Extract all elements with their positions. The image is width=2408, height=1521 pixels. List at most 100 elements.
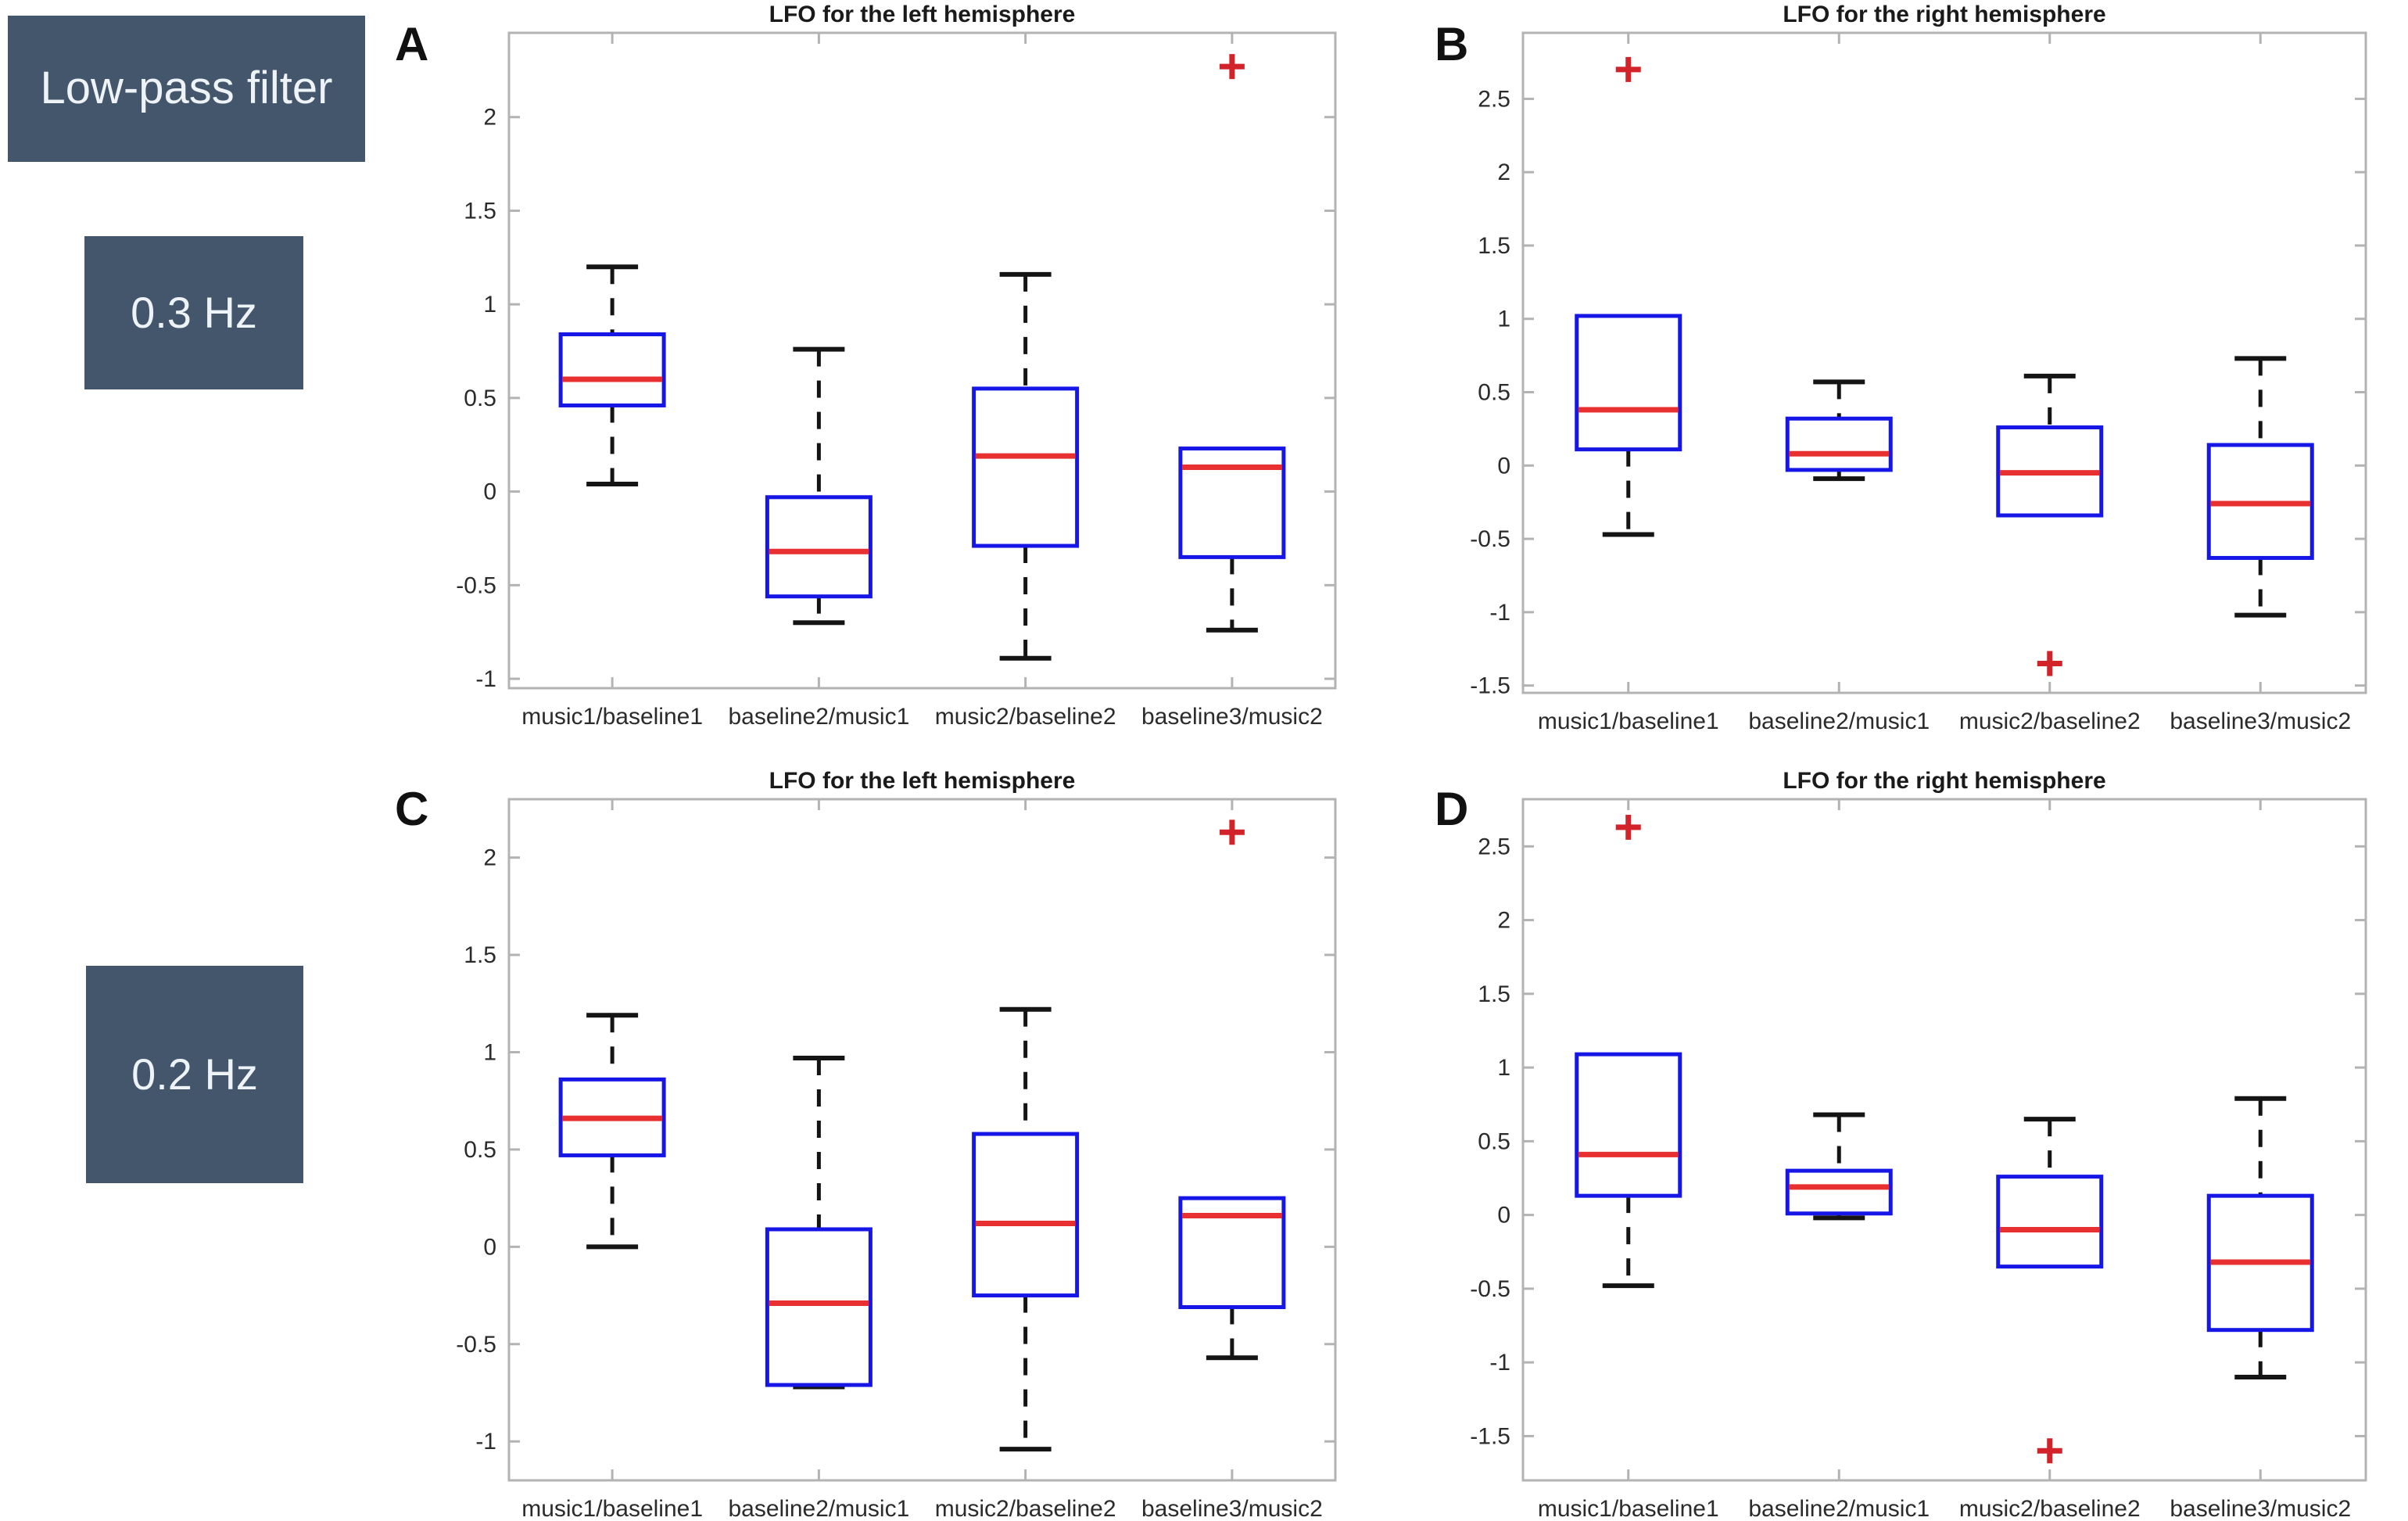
x-category-label: baseline2/music1 <box>728 1496 909 1521</box>
outlier-plus-icon <box>2037 1438 2062 1464</box>
y-tick-label: 0.5 <box>464 1137 496 1163</box>
box-baseline2-music1 <box>1785 379 1893 482</box>
panel-c-plot-box <box>507 798 1337 1482</box>
box-music1-baseline1 <box>1575 814 1682 1289</box>
panel-d-plot-box <box>1521 798 2367 1482</box>
panel-d-boxplot: 2.5 2 1.5 1 0.5 0 -0.5 -1 -1.5 music1/baseline1 ba… <box>1470 798 2367 1521</box>
y-tick-label: 0.5 <box>464 386 496 411</box>
y-tick-label: 1 <box>483 1040 496 1066</box>
iqr-box <box>972 1132 1080 1298</box>
panel-a-boxplot: 2 1.5 1 0.5 0 -0.5 -1 music1/baseline1 baseline2… <box>456 31 1337 730</box>
box-music1-baseline1 <box>1575 56 1682 537</box>
y-tick-label: -0.5 <box>1470 526 1510 552</box>
iqr-box <box>765 495 873 599</box>
box-music1-baseline1 <box>558 1013 666 1250</box>
y-tick-label: -0.5 <box>456 572 496 598</box>
box-baseline2-music1 <box>765 346 873 626</box>
panel-c-title: LFO for the left hemisphere <box>769 768 1076 794</box>
y-tick-label: 1.5 <box>464 198 496 224</box>
iqr-box <box>1785 1168 1893 1216</box>
panel-c-letter: C <box>395 783 429 835</box>
y-tick-label: -1 <box>475 1429 496 1455</box>
iqr-box <box>1996 1175 2104 1269</box>
outlier-plus-icon <box>2037 651 2062 676</box>
box-music1-baseline1 <box>558 264 666 487</box>
box-baseline3-music2 <box>2206 1096 2314 1380</box>
iqr-box <box>1178 1196 1286 1310</box>
y-tick-label: 2.5 <box>1478 86 1510 112</box>
outlier-plus-icon <box>1615 814 1641 840</box>
x-category-label: music2/baseline2 <box>1959 1496 2141 1521</box>
filter-0-3hz-label: 0.3 Hz <box>131 287 257 337</box>
panel-d-letter: D <box>1435 783 1469 835</box>
panel-b-plot-box <box>1521 31 2367 694</box>
filter-0-2hz-label: 0.2 Hz <box>131 1049 258 1099</box>
y-tick-label: 1.5 <box>464 942 496 968</box>
y-tick-label: 0 <box>1497 1203 1510 1229</box>
y-tick-label: -1 <box>1489 1350 1510 1376</box>
panel-d-title: LFO for the right hemisphere <box>1783 768 2106 794</box>
box-baseline3-music2 <box>1178 820 1286 1361</box>
box-music2-baseline2 <box>1996 1117 2104 1464</box>
y-tick-label: 1 <box>1497 1055 1510 1081</box>
box-music2-baseline2 <box>972 1006 1080 1452</box>
x-category-label: music1/baseline1 <box>1538 1496 1719 1521</box>
y-tick-label: 2 <box>483 105 496 131</box>
iqr-box <box>1575 314 1682 452</box>
iqr-box <box>1785 416 1893 472</box>
iqr-box <box>558 332 666 407</box>
iqr-box <box>2206 1193 2314 1333</box>
iqr-box <box>558 1077 666 1157</box>
y-tick-label: 2 <box>1497 160 1510 185</box>
filter-0-2hz-box: 0.2 Hz <box>86 966 303 1183</box>
y-tick-label: 0 <box>483 479 496 505</box>
box-baseline3-music2 <box>1178 54 1286 633</box>
box-baseline2-music1 <box>765 1055 873 1390</box>
outlier-plus-icon <box>1219 820 1245 845</box>
iqr-box <box>2206 443 2314 560</box>
y-tick-label: -1.5 <box>1470 1423 1510 1449</box>
y-tick-label: 0.5 <box>1478 1128 1510 1154</box>
panel-b-title: LFO for the right hemisphere <box>1783 2 2106 27</box>
box-music2-baseline2 <box>1996 373 2104 676</box>
iqr-box <box>1178 447 1286 559</box>
y-tick-label: -0.5 <box>456 1332 496 1358</box>
x-category-label: music1/baseline1 <box>521 704 703 730</box>
x-category-label: baseline2/music1 <box>728 704 909 730</box>
panel-b-boxplot: 2.5 2 1.5 1 0.5 0 -0.5 -1 -1.5 music1/baseline1 ba… <box>1470 31 2367 734</box>
lowpass-filter-header-box: Low-pass filter <box>8 16 365 162</box>
outlier-plus-icon <box>1615 56 1641 82</box>
y-tick-label: 0 <box>483 1234 496 1260</box>
panel-a-title: LFO for the left hemisphere <box>769 2 1076 27</box>
y-tick-label: -1 <box>475 666 496 692</box>
iqr-box <box>765 1227 873 1387</box>
y-tick-label: -1.5 <box>1470 673 1510 699</box>
y-tick-label: -0.5 <box>1470 1276 1510 1302</box>
x-category-label: music1/baseline1 <box>521 1496 703 1521</box>
box-baseline2-music1 <box>1785 1112 1893 1221</box>
filter-0-3hz-box: 0.3 Hz <box>84 236 303 389</box>
x-category-label: baseline3/music2 <box>1141 704 1323 730</box>
iqr-box <box>1575 1052 1682 1198</box>
y-tick-label: 1.5 <box>1478 981 1510 1007</box>
y-tick-label: 1 <box>1497 307 1510 332</box>
iqr-box <box>1996 425 2104 518</box>
x-category-label: music2/baseline2 <box>1959 708 2141 734</box>
y-tick-label: 0 <box>1497 453 1510 479</box>
panel-a-plot-box <box>507 31 1337 690</box>
panel-b-letter: B <box>1435 18 1469 70</box>
lowpass-filter-header-label: Low-pass filter <box>40 63 333 114</box>
y-tick-label: 2 <box>483 845 496 871</box>
y-tick-label: 0.5 <box>1478 380 1510 406</box>
x-category-label: music1/baseline1 <box>1538 708 1719 734</box>
outlier-plus-icon <box>1219 54 1245 80</box>
y-tick-label: 1 <box>483 292 496 317</box>
x-category-label: baseline3/music2 <box>2170 708 2351 734</box>
y-tick-label: -1 <box>1489 600 1510 626</box>
iqr-box <box>972 386 1080 548</box>
x-category-label: baseline2/music1 <box>1748 708 1930 734</box>
panel-a-letter: A <box>395 18 429 70</box>
box-baseline3-music2 <box>2206 356 2314 618</box>
